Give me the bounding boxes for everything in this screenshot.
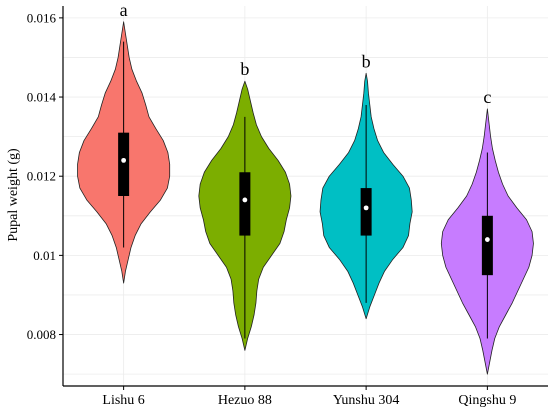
axes: [59, 6, 548, 390]
significance-label: b: [240, 59, 249, 79]
iqr-box: [360, 188, 372, 236]
x-tick-label: Hezuo 88: [218, 393, 272, 408]
y-axis-title: Pupal weight (g): [6, 148, 21, 242]
significance-label: a: [120, 0, 128, 20]
y-tick-label: 0.016: [27, 10, 57, 25]
violins: [77, 21, 534, 375]
iqr-box: [239, 172, 251, 236]
x-tick-label: Lishu 6: [102, 393, 144, 408]
x-tick-label: Yunshu 304: [333, 393, 400, 408]
y-tick-label: 0.014: [27, 90, 57, 105]
labels: a Lishu 6 b Hezuo 88 b Yunshu 304 c Qingshu 9 0.…: [27, 0, 517, 408]
y-tick-label: 0.01: [33, 248, 56, 263]
median-point: [484, 237, 490, 242]
y-tick-label: 0.012: [27, 169, 56, 184]
iqr-box: [481, 215, 493, 276]
significance-label: b: [362, 51, 371, 71]
y-tick-label: 0.008: [27, 327, 56, 342]
median-point: [242, 197, 248, 203]
significance-label: c: [483, 87, 491, 107]
median-point: [363, 205, 369, 211]
median-point: [121, 157, 127, 163]
x-tick-label: Qingshu 9: [458, 393, 516, 408]
iqr-box: [118, 132, 130, 196]
